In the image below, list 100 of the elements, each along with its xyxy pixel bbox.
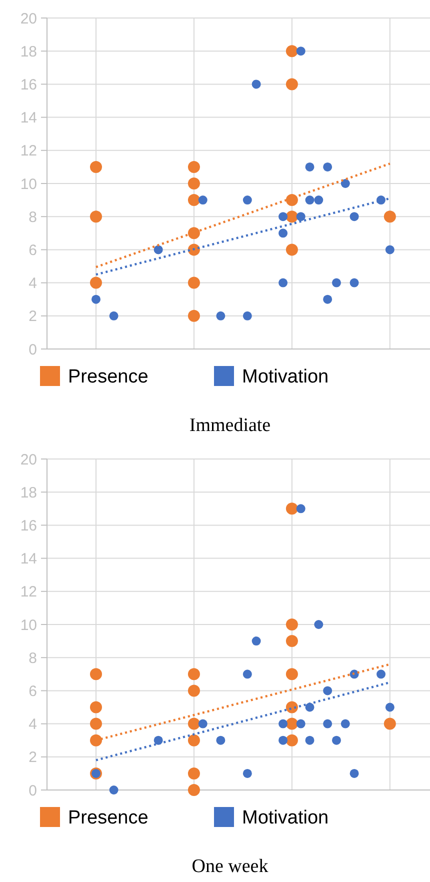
point — [90, 734, 102, 746]
point — [340, 719, 350, 728]
point — [216, 311, 226, 320]
point — [188, 784, 200, 796]
text: Immediate — [189, 415, 271, 436]
point — [90, 701, 102, 714]
point — [242, 768, 252, 778]
y-tick-label: 10 — [20, 176, 37, 193]
y-tick-label: 4 — [28, 275, 37, 292]
y-tick-label: 18 — [20, 43, 37, 60]
point — [340, 179, 350, 188]
point — [296, 719, 306, 728]
point — [278, 719, 288, 728]
y-tick-label: 2 — [28, 308, 37, 326]
point — [198, 196, 208, 205]
point — [286, 668, 298, 680]
point — [90, 160, 102, 173]
legend-label: Presence — [68, 808, 148, 829]
point — [286, 78, 298, 90]
legend-label: Motivation — [242, 808, 329, 829]
point — [90, 718, 102, 730]
y-tick-label: 0 — [28, 782, 37, 800]
point — [332, 736, 341, 745]
point — [188, 668, 200, 680]
point — [154, 736, 163, 745]
legend-label: Motivation — [242, 366, 329, 388]
point — [278, 278, 288, 288]
point — [286, 502, 298, 515]
point — [350, 212, 359, 222]
point — [188, 767, 200, 780]
legend-label: Presence — [68, 366, 148, 388]
point — [188, 734, 200, 746]
point — [278, 736, 288, 745]
point — [286, 244, 298, 256]
point — [188, 310, 200, 322]
y-tick-label: 0 — [28, 341, 37, 358]
point — [188, 276, 200, 289]
y-tick-label: 12 — [20, 584, 37, 601]
point — [296, 46, 306, 56]
point — [314, 620, 324, 629]
point — [242, 196, 252, 205]
point — [286, 734, 298, 746]
y-tick-label: 20 — [20, 10, 37, 28]
point — [242, 670, 252, 679]
point — [188, 194, 200, 206]
point — [332, 278, 341, 288]
point — [350, 768, 359, 778]
point — [90, 210, 102, 223]
point — [242, 311, 252, 320]
point — [323, 162, 332, 172]
point — [91, 294, 100, 304]
point — [286, 194, 298, 206]
y-tick-label: 6 — [28, 242, 37, 259]
point — [252, 80, 261, 89]
point — [198, 719, 208, 728]
y-tick-label: 16 — [20, 76, 37, 94]
y-tick-label: 12 — [20, 142, 37, 160]
y-tick-label: 8 — [28, 650, 37, 667]
point — [286, 718, 298, 730]
point — [90, 668, 102, 680]
point — [109, 786, 118, 794]
point — [188, 227, 200, 240]
point — [188, 178, 200, 190]
point — [286, 45, 298, 58]
point — [323, 294, 332, 304]
point — [305, 736, 314, 745]
point — [154, 245, 163, 254]
point — [323, 686, 332, 696]
point — [296, 212, 306, 222]
point — [376, 670, 386, 679]
point — [296, 504, 306, 514]
point — [350, 278, 359, 288]
point — [278, 228, 288, 238]
point — [286, 635, 298, 648]
point — [323, 719, 332, 728]
point — [305, 196, 314, 205]
y-tick-label: 18 — [20, 484, 37, 502]
y-tick-label: 14 — [20, 550, 37, 568]
point — [384, 718, 396, 730]
point — [384, 210, 396, 223]
point — [188, 684, 200, 697]
point — [314, 196, 324, 205]
text: One week — [192, 856, 269, 877]
y-tick-label: 2 — [28, 749, 37, 766]
point — [188, 718, 200, 730]
point — [286, 618, 298, 630]
point — [385, 702, 394, 712]
y-tick-label: 20 — [20, 451, 37, 468]
point — [252, 636, 261, 646]
y-tick-label: 6 — [28, 682, 37, 700]
point — [109, 311, 118, 320]
point — [385, 245, 394, 254]
y-tick-label: 4 — [28, 716, 37, 734]
y-tick-label: 10 — [20, 616, 37, 634]
point — [90, 276, 102, 289]
point — [188, 160, 200, 173]
point — [305, 162, 314, 172]
point — [286, 701, 298, 714]
y-tick-label: 16 — [20, 517, 37, 534]
point — [278, 212, 288, 222]
